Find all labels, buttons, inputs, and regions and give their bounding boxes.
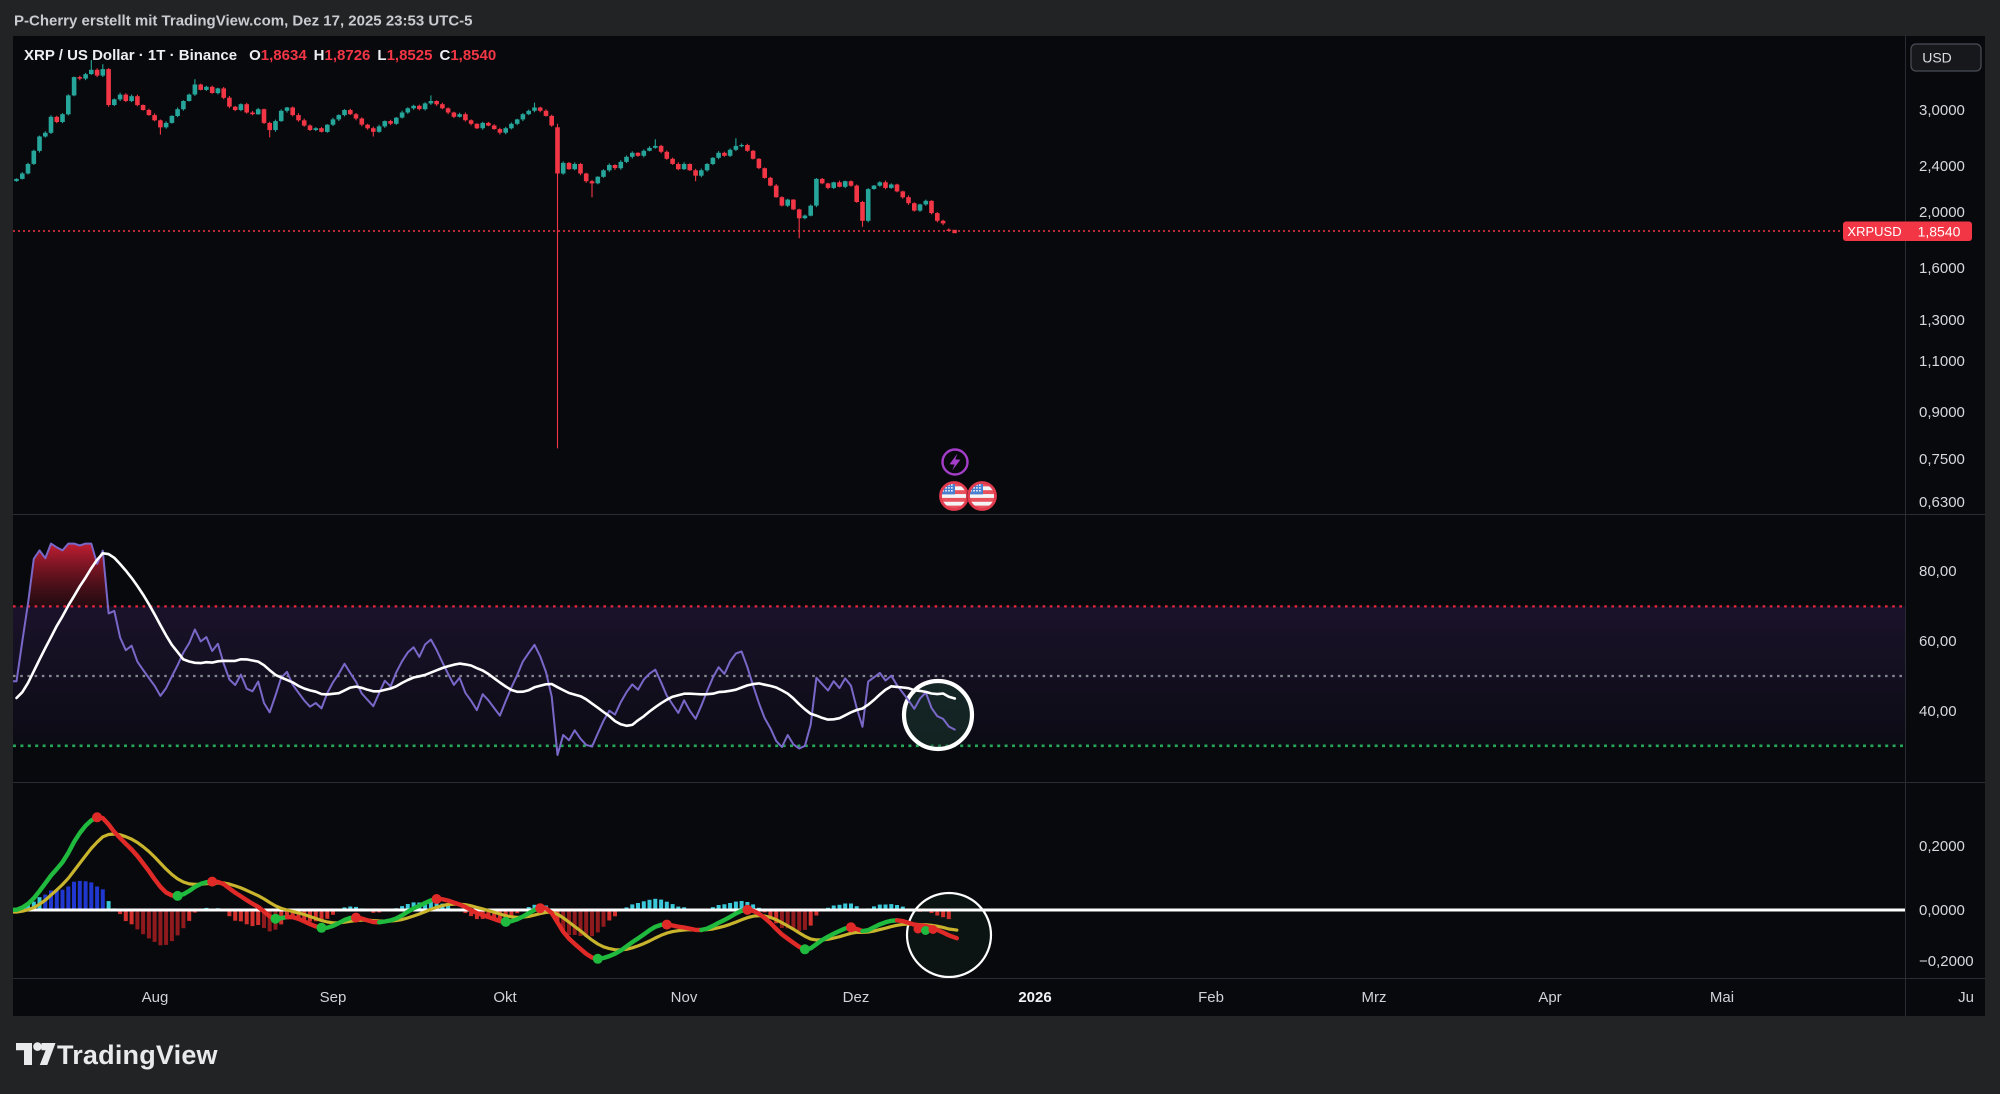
svg-text:0,7500: 0,7500 — [1919, 451, 1965, 468]
svg-text:Sep: Sep — [320, 989, 347, 1006]
svg-text:Apr: Apr — [1538, 989, 1561, 1006]
svg-text:Okt: Okt — [493, 989, 517, 1006]
svg-text:−0,2000: −0,2000 — [1919, 953, 1974, 970]
svg-text:60,00: 60,00 — [1919, 633, 1957, 650]
svg-text:Nov: Nov — [671, 989, 698, 1006]
svg-text:3,0000: 3,0000 — [1919, 102, 1965, 119]
svg-text:Mrz: Mrz — [1362, 989, 1387, 1006]
svg-text:0,6300: 0,6300 — [1919, 494, 1965, 511]
svg-text:2,0000: 2,0000 — [1919, 204, 1965, 221]
svg-text:XRPUSD: XRPUSD — [1847, 224, 1901, 239]
svg-text:2026: 2026 — [1018, 989, 1051, 1006]
svg-text:40,00: 40,00 — [1919, 703, 1957, 720]
svg-text:Dez: Dez — [843, 989, 870, 1006]
svg-text:Aug: Aug — [142, 989, 169, 1006]
svg-text:Ju: Ju — [1958, 989, 1974, 1006]
svg-text:1,8540: 1,8540 — [1918, 224, 1961, 240]
svg-text:1,6000: 1,6000 — [1919, 260, 1965, 277]
svg-text:XRP / US Dollar · 1T · Binance: XRP / US Dollar · 1T · Binance O1,8634 H1,… — [24, 47, 496, 64]
svg-text:0,9000: 0,9000 — [1919, 404, 1965, 421]
svg-text:USD: USD — [1922, 50, 1952, 66]
svg-text:Feb: Feb — [1198, 989, 1224, 1006]
svg-text:80,00: 80,00 — [1919, 563, 1957, 580]
svg-text:P-Cherry erstellt mit TradingV: P-Cherry erstellt mit TradingView.com, D… — [14, 13, 473, 30]
svg-text:0,2000: 0,2000 — [1919, 838, 1965, 855]
svg-text:TradingView: TradingView — [57, 1040, 219, 1070]
svg-text:Mai: Mai — [1710, 989, 1734, 1006]
svg-text:1,3000: 1,3000 — [1919, 312, 1965, 329]
svg-text:2,4000: 2,4000 — [1919, 158, 1965, 175]
svg-text:1,1000: 1,1000 — [1919, 353, 1965, 370]
svg-text:0,0000: 0,0000 — [1919, 902, 1965, 919]
